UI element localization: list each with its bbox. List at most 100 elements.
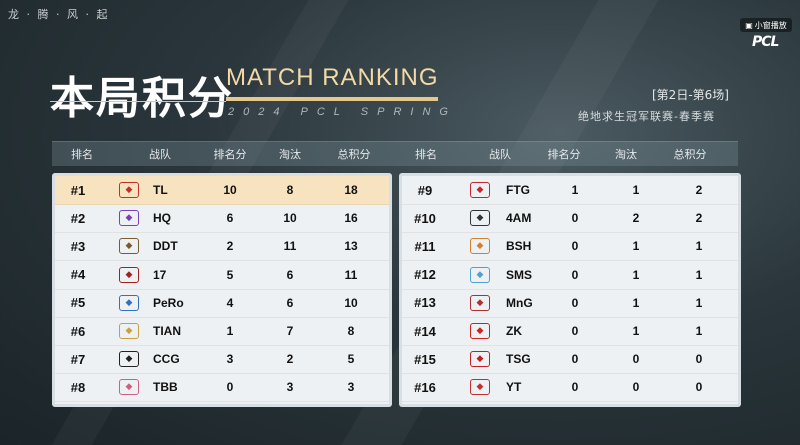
cell-elim: 1 [632, 295, 640, 310]
cell-rank: #11 [414, 238, 436, 254]
header-total: 总积分 [673, 148, 707, 161]
cell-place: 0 [571, 267, 579, 282]
ranking-table-left: #1 ◆ TL 10 8 18 #2 ◆ HQ 6 10 16 #3 ◆ DDT 2 11 13 #4 ◆ 17 5 6 11… [52, 173, 392, 407]
cell-rank: #7 [70, 351, 86, 367]
cell-elim: 0 [632, 352, 640, 367]
title-underline-thin [50, 101, 226, 102]
cell-elim: 3 [286, 380, 294, 395]
round-label: [第2日-第6场] [652, 88, 729, 102]
cell-rank: #1 [70, 182, 86, 198]
cell-team: FTG [506, 183, 530, 197]
cell-elim: 2 [632, 211, 640, 226]
cell-place: 0 [571, 239, 579, 254]
team-logo-icon: ◆ [470, 238, 490, 255]
table-row: #14 ◆ ZK 0 1 1 [402, 317, 738, 346]
team-logo-icon: ◆ [119, 351, 139, 368]
cell-place: 0 [571, 352, 579, 367]
team-logo-icon: ◆ [470, 379, 490, 396]
cell-place: 2 [226, 239, 234, 254]
team-logo-icon: ◆ [119, 238, 139, 255]
cell-elim: 1 [632, 239, 640, 254]
cell-elim: 6 [286, 267, 294, 282]
cell-total: 1 [695, 239, 703, 254]
cell-elim: 1 [632, 183, 640, 197]
cell-total: 5 [347, 352, 355, 367]
header-place: 排名分 [213, 148, 247, 161]
cell-place: 6 [226, 211, 234, 226]
cell-team: SMS [506, 267, 533, 282]
league-name: 绝地求生冠军联赛-春季赛 [578, 110, 715, 123]
table-row: #4 ◆ 17 5 6 11 [55, 261, 389, 290]
cell-place: 0 [571, 295, 579, 310]
cell-team: TBB [153, 380, 178, 395]
team-logo-icon: ◆ [470, 323, 490, 339]
cell-team: HQ [153, 211, 171, 226]
table-row: #11 ◆ BSH 0 1 1 [402, 232, 738, 262]
team-logo-icon: ◆ [470, 210, 490, 227]
table-row: #9 ◆ FTG 1 1 2 [402, 176, 738, 205]
cell-place: 5 [226, 267, 234, 282]
header-elim: 淘汰 [615, 148, 637, 161]
cell-team: 4AM [506, 211, 532, 226]
cell-elim: 2 [286, 352, 294, 367]
cell-team: DDT [153, 239, 178, 254]
table-row: #7 ◆ CCG 3 2 5 [55, 345, 389, 375]
cell-total: 16 [344, 211, 358, 226]
cell-rank: #10 [414, 210, 436, 226]
table-row: #16 ◆ YT 0 0 0 [402, 373, 738, 403]
table-row: #15 ◆ TSG 0 0 0 [402, 345, 738, 375]
table-row: #6 ◆ TIAN 1 7 8 [55, 317, 389, 346]
column-header: 排名 战队 排名分 淘汰 总积分 排名 战队 排名分 淘汰 总积分 [52, 141, 738, 166]
header-team: 战队 [149, 148, 171, 161]
team-logo-icon: ◆ [119, 294, 139, 311]
cell-total: 13 [344, 239, 358, 254]
cell-place: 0 [226, 380, 234, 395]
table-row: #1 ◆ TL 10 8 18 [55, 176, 389, 205]
header-rank: 排名 [71, 148, 93, 161]
cell-total: 1 [695, 324, 703, 338]
cell-elim: 1 [632, 324, 640, 338]
cell-total: 8 [347, 324, 355, 338]
cell-team: MnG [506, 295, 533, 310]
cell-rank: #13 [414, 295, 436, 311]
cell-rank: #14 [414, 323, 436, 339]
ranking-table-right: #9 ◆ FTG 1 1 2 #10 ◆ 4AM 0 2 2 #11 ◆ BSH 0 1 1 #12 ◆ SMS 0 1 1 #… [399, 173, 741, 407]
cell-rank: #8 [70, 379, 86, 395]
team-logo-icon: ◆ [119, 323, 139, 339]
window-icon: ▣ [745, 20, 753, 30]
team-logo-icon: ◆ [119, 182, 139, 198]
cell-team: 17 [153, 267, 167, 282]
cell-team: TSG [506, 352, 531, 367]
cell-total: 3 [347, 380, 355, 395]
cell-elim: 6 [286, 295, 294, 310]
cell-rank: #9 [417, 182, 433, 198]
cell-total: 18 [344, 183, 358, 197]
header-place: 排名分 [547, 148, 581, 161]
cell-elim: 8 [286, 183, 294, 197]
team-logo-icon: ◆ [470, 182, 490, 198]
cell-elim: 0 [632, 380, 640, 395]
table-row: #10 ◆ 4AM 0 2 2 [402, 204, 738, 234]
cell-team: BSH [506, 239, 532, 254]
cell-total: 1 [695, 267, 703, 282]
page-title: 本局积分 [50, 73, 234, 124]
header-rank: 排名 [415, 148, 437, 161]
top-slogan: 龙 · 腾 · 风 · 起 [8, 8, 110, 21]
team-logo-icon: ◆ [119, 210, 139, 227]
header-total: 总积分 [337, 148, 371, 161]
table-row: #12 ◆ SMS 0 1 1 [402, 261, 738, 290]
team-logo-icon: ◆ [119, 379, 139, 396]
page-title-english: MATCH RANKING [226, 64, 439, 91]
table-row: #5 ◆ PeRo 4 6 10 [55, 289, 389, 318]
mini-window-button[interactable]: ▣ 小窗播放 [740, 18, 792, 32]
cell-team: YT [506, 380, 522, 395]
cell-place: 0 [571, 324, 579, 338]
cell-rank: #6 [70, 323, 86, 339]
cell-place: 1 [571, 183, 579, 197]
team-logo-icon: ◆ [470, 351, 490, 368]
cell-total: 1 [695, 295, 703, 310]
cell-place: 4 [226, 295, 234, 310]
cell-place: 3 [226, 352, 234, 367]
cell-total: 0 [695, 352, 703, 367]
cell-team: ZK [506, 324, 522, 338]
